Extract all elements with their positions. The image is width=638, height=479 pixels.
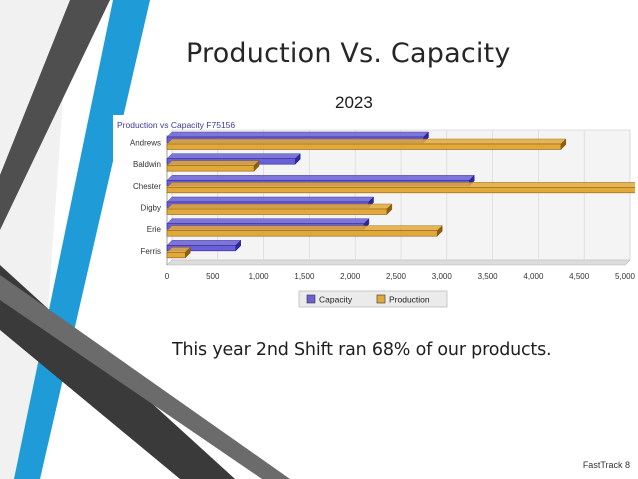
x-tick-label: 4,000 [523,272,544,281]
chart-title: Production vs Capacity F75156 [117,120,235,130]
bar-chart: Production vs Capacity F75156 0 500 1,000 1… [117,120,635,308]
summary-text: This year 2nd Shift ran 68% of our produ… [172,340,552,360]
chart-year: 2023 [335,93,373,112]
plot-floor [166,259,631,266]
x-tick-label: 5,000 [615,272,635,281]
legend-swatch-capacity [306,294,316,304]
bar-production-ferris [166,246,191,259]
y-tick-label: Ferris [141,247,161,256]
bar-production-erie [166,225,443,237]
x-tick-label: 1,500 [294,272,315,281]
bar-production-andrews [166,138,567,151]
y-tick-label: Andrews [130,139,161,148]
x-tick-label: 1,000 [249,272,270,281]
y-tick-label: Baldwin [133,160,161,169]
y-tick-label: Erie [147,225,162,234]
footer-label: FastTrack 8 [582,460,630,470]
legend-label-production: Production [389,295,430,305]
x-tick-label: 2,000 [340,272,361,281]
x-tick-label: 3,500 [478,272,499,281]
x-tick-label: 0 [165,272,170,281]
x-tick-label: 4,500 [569,272,590,281]
bar-production-chester [166,182,635,194]
x-tick-label: 2,500 [386,272,407,281]
bar-capacity-ferris [166,239,242,252]
chart-legend: Capacity Production [298,290,448,308]
x-tick-label: 500 [206,272,220,281]
bar-production-digby [166,203,393,216]
y-tick-label: Chester [133,182,161,191]
legend-label-capacity: Capacity [319,295,353,305]
x-tick-label: 3,000 [432,272,453,281]
y-tick-label: Digby [141,204,161,213]
dark-stripe-top [0,0,110,230]
chart-panel: Production vs Capacity F75156 0 500 1,000 1… [113,115,635,312]
bar-production-baldwin [166,160,260,172]
slide-title: Production Vs. Capacity [186,38,511,69]
legend-swatch-production [376,294,386,304]
